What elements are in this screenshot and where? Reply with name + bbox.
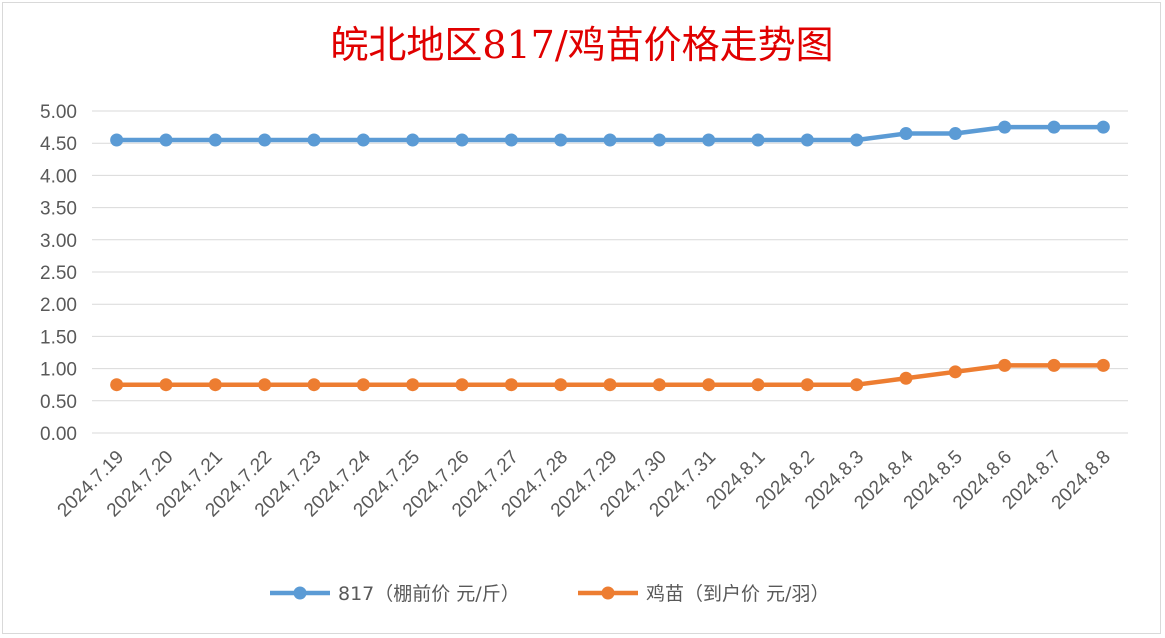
data-point [948, 365, 962, 379]
legend-swatch-marker [293, 586, 307, 600]
data-point [899, 127, 913, 141]
data-point [603, 133, 617, 147]
data-point [1096, 120, 1110, 134]
data-point [998, 120, 1012, 134]
data-point [652, 133, 666, 147]
data-point [159, 133, 173, 147]
data-point [110, 378, 124, 392]
data-point [850, 378, 864, 392]
data-point [1096, 358, 1110, 372]
y-tick-label: 4.50 [40, 134, 77, 155]
data-point [208, 133, 222, 147]
data-point [554, 378, 568, 392]
chart-title: 皖北地区817/鸡苗价格走势图 [330, 23, 833, 67]
data-point [702, 378, 716, 392]
data-point [307, 133, 321, 147]
y-tick-label: 3.50 [40, 199, 77, 220]
data-point [258, 378, 272, 392]
data-point [258, 133, 272, 147]
data-point [406, 378, 420, 392]
data-point [356, 378, 370, 392]
series-2 [110, 358, 1110, 392]
data-point [899, 371, 913, 385]
y-tick-label: 5.00 [40, 102, 77, 123]
y-tick-label: 1.50 [40, 327, 77, 348]
y-tick-label: 4.00 [40, 166, 77, 187]
y-tick-label: 0.50 [40, 392, 77, 413]
data-point [110, 133, 124, 147]
data-point [307, 378, 321, 392]
data-point [702, 133, 716, 147]
series-layer [110, 120, 1110, 392]
y-tick-label: 0.00 [40, 424, 77, 445]
data-point [850, 133, 864, 147]
data-point [998, 358, 1012, 372]
data-point [652, 378, 666, 392]
legend-label: 鸡苗（到户价 元/羽） [646, 583, 829, 605]
data-point [603, 378, 617, 392]
data-point [159, 378, 173, 392]
data-point [455, 378, 469, 392]
data-point [356, 133, 370, 147]
y-tick-label: 1.00 [40, 360, 77, 381]
data-point [800, 378, 814, 392]
data-point [406, 133, 420, 147]
series-1 [110, 120, 1110, 147]
data-point [504, 133, 518, 147]
data-point [948, 127, 962, 141]
y-tick-label: 3.00 [40, 231, 77, 252]
legend-item-2: 鸡苗（到户价 元/羽） [578, 583, 829, 605]
y-tick-label: 2.00 [40, 295, 77, 316]
data-point [208, 378, 222, 392]
data-point [455, 133, 469, 147]
legend-item-1: 817（棚前价 元/斤） [270, 583, 520, 605]
data-point [554, 133, 568, 147]
legend-swatch-marker [601, 586, 615, 600]
legend-label: 817（棚前价 元/斤） [338, 583, 520, 605]
data-point [751, 378, 765, 392]
data-point [1047, 120, 1061, 134]
data-point [800, 133, 814, 147]
data-point [751, 133, 765, 147]
x-axis: 2024.7.192024.7.202024.7.212024.7.222024… [54, 446, 1115, 521]
y-axis: 0.00 0.50 1.00 1.50 2.00 2.50 3.00 3.50 4.00 4.50… [40, 102, 77, 445]
data-point [1047, 358, 1061, 372]
data-point [504, 378, 518, 392]
legend: 817（棚前价 元/斤） 鸡苗（到户价 元/羽） [270, 583, 829, 605]
y-tick-label: 2.50 [40, 263, 77, 284]
